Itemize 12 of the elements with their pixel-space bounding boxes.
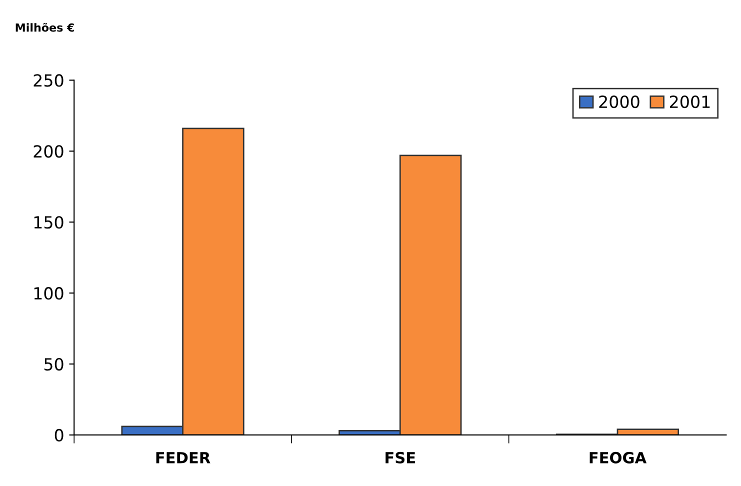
y-tick-label: 200 bbox=[34, 145, 64, 158]
x-tick-label: FEOGA bbox=[590, 452, 647, 464]
y-tick-label: 150 bbox=[34, 216, 64, 229]
x-tick-label: FSE bbox=[386, 452, 415, 464]
legend-label: 2000 bbox=[599, 95, 640, 108]
y-tick-label: 50 bbox=[44, 358, 64, 371]
y-tick-label: 100 bbox=[34, 287, 64, 300]
y-tick-label: 0 bbox=[54, 428, 64, 442]
y-axis-title: Milhões € bbox=[16, 22, 74, 32]
x-tick-label: FEDER bbox=[156, 452, 210, 464]
y-tick-label: 250 bbox=[34, 74, 64, 87]
legend-label: 2001 bbox=[670, 95, 710, 108]
